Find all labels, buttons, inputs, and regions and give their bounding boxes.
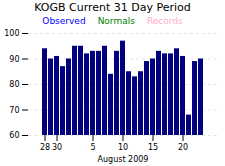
html-text:Records: Records [146,16,183,26]
html-text:Normals: Normals [97,16,135,26]
svg-text:20: 20 [178,143,188,152]
svg-text:100: 100 [4,29,19,38]
svg-text:70: 70 [9,106,19,115]
svg-text:60: 60 [9,131,19,140]
svg-text:August 2009: August 2009 [98,155,149,164]
svg-text:90: 90 [9,55,19,64]
svg-text:30: 30 [52,143,62,152]
svg-text:28: 28 [40,143,50,152]
svg-text:10: 10 [118,143,128,152]
svg-text:5: 5 [90,143,95,152]
html-text:Observed: Observed [42,16,86,26]
svg-text:15: 15 [148,143,158,152]
html-text:KOGB Current 31 Day Period: KOGB Current 31 Day Period [34,1,191,14]
svg-text:80: 80 [9,80,19,89]
